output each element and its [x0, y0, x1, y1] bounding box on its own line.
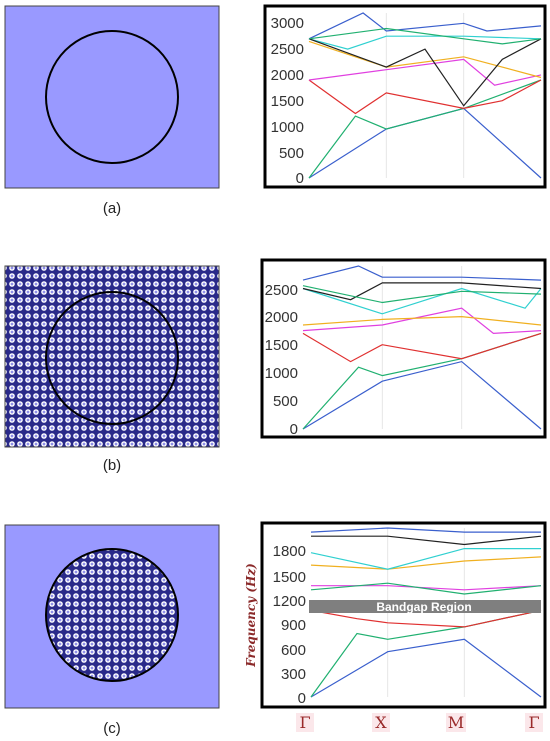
y-tick-label: 2000 — [271, 67, 304, 84]
bandgap-label: Bandgap Region — [376, 600, 471, 614]
chart-c-frame — [260, 521, 547, 709]
band-line — [310, 527, 541, 533]
chart-a-y-ticks: 3000 2500 2000 1500 1000 500 0 — [271, 15, 304, 187]
x-tick-label-m: M — [448, 713, 464, 732]
band-plot — [310, 527, 542, 698]
band-line — [311, 585, 542, 591]
y-tick-label: 300 — [281, 666, 306, 683]
y-tick-label: 0 — [290, 421, 298, 438]
band-line — [302, 265, 542, 281]
x-tick-label-gamma-end: Γ — [528, 713, 539, 732]
band-line — [308, 79, 542, 115]
unit-cell-b-inclusion — [45, 291, 179, 425]
panel-label-c: (c) — [103, 720, 121, 737]
band-line — [310, 547, 541, 570]
chart-b-y-ticks: 2500 2000 1500 1000 500 0 — [265, 282, 298, 438]
band-line — [308, 35, 542, 50]
y-tick-label: 1500 — [273, 569, 306, 586]
y-tick-label: 3000 — [271, 15, 304, 32]
band-line — [310, 609, 542, 628]
band-line — [308, 38, 542, 107]
unit-cell-b-background — [4, 265, 220, 448]
band-line — [310, 638, 542, 698]
band-line — [302, 315, 542, 326]
y-tick-label: 500 — [279, 145, 304, 162]
y-tick-label: 2500 — [271, 41, 304, 58]
y-tick-label: 0 — [296, 170, 304, 187]
unit-cell-a — [4, 5, 220, 189]
band-line — [302, 287, 542, 315]
y-tick-label: 600 — [281, 642, 306, 659]
band-line — [302, 282, 542, 301]
y-tick-label: 900 — [281, 617, 306, 634]
band-line — [302, 285, 542, 304]
chart-c-y-ticks: 1800 1500 1200 900 600 300 0 — [273, 543, 306, 707]
y-tick-label: 1000 — [271, 119, 304, 136]
band-line — [308, 40, 542, 79]
chart-c-x-ticks: Γ X M Γ — [296, 713, 543, 732]
y-tick-label: 1000 — [265, 365, 298, 382]
band-plot — [302, 265, 542, 430]
band-line — [308, 58, 542, 86]
chart-c-y-axis-label: Frequency (Hz) — [244, 563, 258, 668]
y-tick-label: 2500 — [265, 282, 298, 299]
band-line — [302, 332, 542, 363]
x-tick-label-x: X — [375, 713, 387, 732]
band-plots — [302, 12, 542, 698]
unit-cell-c — [4, 524, 220, 709]
bandgap-region: Bandgap Region — [309, 600, 541, 614]
band-line — [310, 556, 542, 570]
panel-label-a: (a) — [103, 200, 121, 217]
y-tick-label: 0 — [298, 690, 306, 707]
band-line — [302, 307, 542, 335]
unit-cell-a-inclusion — [45, 30, 179, 164]
y-tick-label: 1500 — [265, 337, 298, 354]
band-line — [302, 360, 542, 430]
bandgap-bar — [309, 600, 541, 613]
band-line — [308, 12, 542, 40]
y-tick-label: 1500 — [271, 93, 304, 110]
x-tick-label-gamma: Γ — [299, 713, 310, 732]
unit-cell-c-inclusion — [45, 548, 179, 682]
band-line — [308, 27, 542, 45]
y-tick-label: 1800 — [273, 543, 306, 560]
band-plot — [308, 12, 542, 179]
unit-cell-b — [4, 265, 220, 448]
y-tick-label: 1200 — [273, 593, 306, 610]
unit-cell-a-background — [4, 5, 220, 189]
y-tick-label: 2000 — [265, 309, 298, 326]
band-line — [311, 535, 542, 546]
y-tick-label: 500 — [273, 393, 298, 410]
band-line — [308, 79, 542, 179]
band-line — [310, 582, 542, 595]
panel-label-b: (b) — [103, 457, 121, 474]
